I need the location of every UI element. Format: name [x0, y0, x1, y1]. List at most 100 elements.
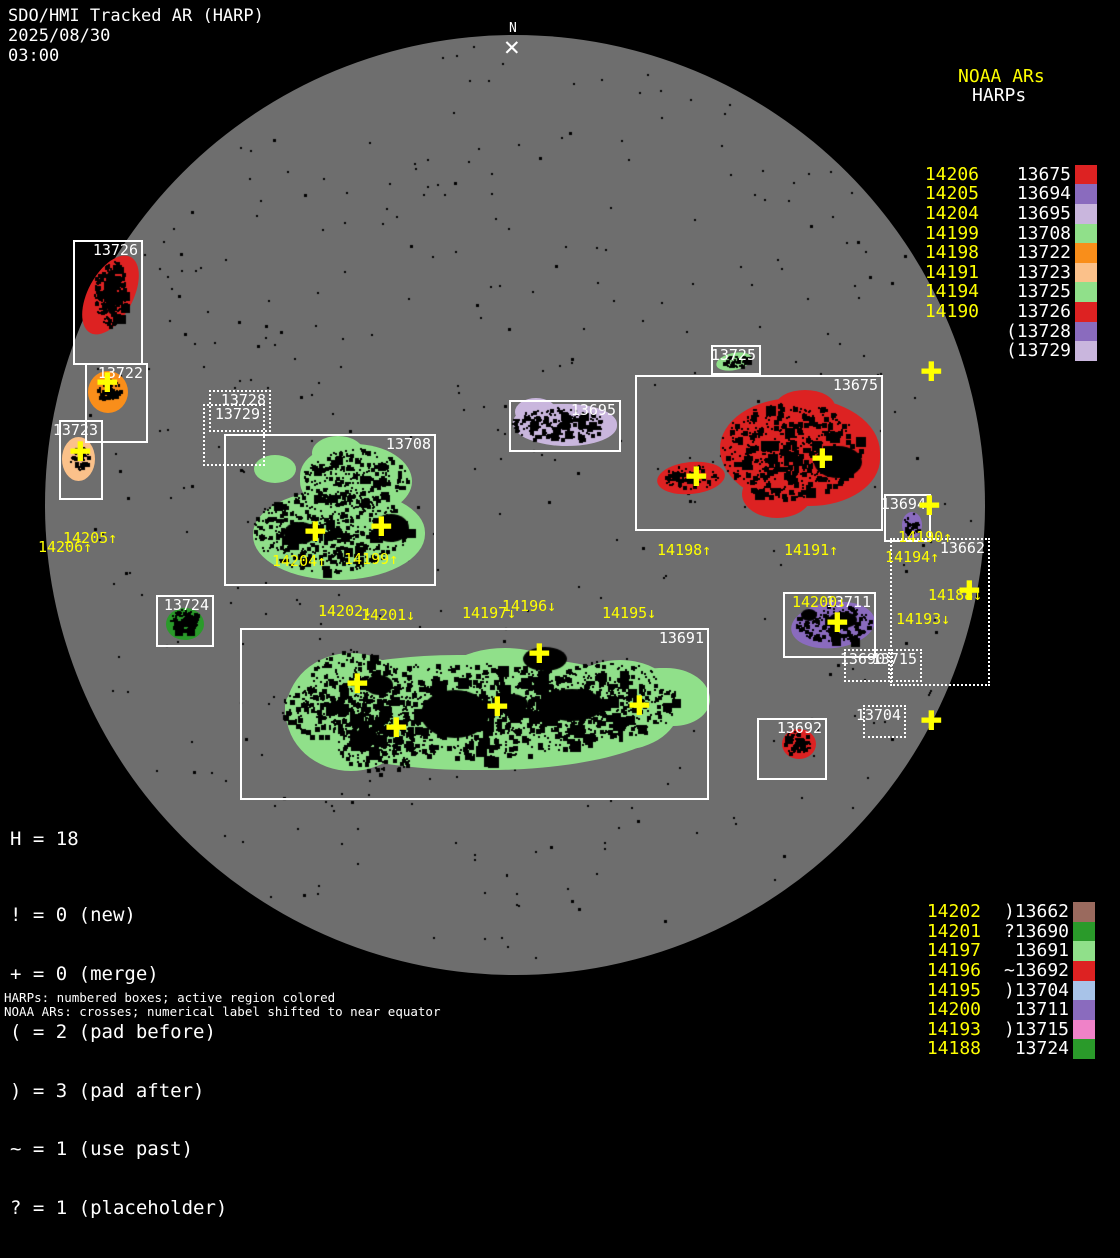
- legend-harp-number: )13715: [1003, 1018, 1069, 1040]
- noaa-cross-marker: ✚: [304, 517, 327, 548]
- noaa-ar-label: 14204↑: [272, 552, 327, 570]
- legend-row: 14190 13726: [893, 302, 1097, 322]
- legend-noaa-number: 14188: [926, 1038, 981, 1060]
- legend-color-swatch: [1073, 980, 1095, 1001]
- harp-box-13715[interactable]: 13715: [872, 649, 922, 682]
- noaa-cross-marker: ✚: [958, 576, 981, 607]
- noaa-ar-label: 14194↑: [885, 548, 940, 566]
- legend-harp-number: ~13692: [1003, 959, 1069, 981]
- legend-color-swatch: [1075, 282, 1097, 302]
- legend-color-swatch: [1075, 262, 1097, 283]
- noaa-cross-marker: ✚: [69, 437, 92, 468]
- solar-harp-visualization: SDO/HMI Tracked AR (HARP) 2025/08/30 03:…: [0, 0, 1120, 1217]
- legend-harp-number: 13724: [1014, 1038, 1069, 1060]
- legend-color-swatch: [1073, 1039, 1095, 1059]
- harp-box-13695[interactable]: 13695: [509, 400, 621, 452]
- noaa-cross-marker: ✚: [685, 462, 708, 493]
- legend-row: 14200 13711: [925, 1000, 1095, 1020]
- legend-row: 14205 13694: [893, 184, 1097, 204]
- harp-label-13722: 13722: [97, 364, 143, 382]
- legend-color-swatch: [1075, 223, 1097, 244]
- harp-label-13723: 13723: [52, 421, 98, 439]
- harp-label-13708: 13708: [385, 435, 431, 453]
- harp-label-13724: 13724: [163, 596, 209, 614]
- harp-label-13662: 13662: [939, 539, 985, 557]
- legend-row: 14201 ?13690: [925, 922, 1095, 942]
- legend-row: 14188 13724: [925, 1039, 1095, 1059]
- legend-top: NOAA ARs HARPs 14206 13675 14205 13694 14204…: [893, 8, 1097, 400]
- footer-harps-note: HARPs: numbered boxes; active region col…: [4, 990, 336, 1005]
- noaa-cross-marker: ✚: [918, 491, 941, 522]
- legend-harp-number: 13711: [1014, 999, 1069, 1021]
- legend-row: 14194 13725: [893, 282, 1097, 302]
- harp-box-13726[interactable]: 13726: [73, 240, 143, 365]
- legend-harp-number: )13704: [1003, 979, 1069, 1001]
- legend-noaa-number: 14199: [924, 222, 979, 244]
- harp-count: H = 18: [10, 828, 79, 850]
- noaa-ar-label: 14205↑: [63, 529, 118, 547]
- legend-harp-number: (13728: [1005, 320, 1071, 342]
- harp-label-13691: 13691: [658, 629, 704, 647]
- legend-color-swatch: [1073, 941, 1095, 961]
- stat-line-use-past: ~ = 1 (use past): [10, 1138, 194, 1160]
- legend-noaa-number: 14193: [926, 1018, 981, 1040]
- harp-box-13708[interactable]: 13708: [224, 434, 436, 586]
- noaa-ar-label: 14196↓: [502, 597, 557, 615]
- harp-box-13694[interactable]: 13694: [881, 494, 931, 542]
- noaa-cross-marker: ✚: [920, 357, 943, 388]
- harp-box-13675[interactable]: 13675: [635, 375, 883, 531]
- legend-top-harp-header: HARPs: [972, 85, 1027, 107]
- harp-box-13711[interactable]: 13711: [783, 592, 876, 658]
- harp-label-13695: 13695: [570, 401, 616, 419]
- harp-box-13724[interactable]: 13724: [156, 595, 214, 647]
- noaa-cross-marker: ✚: [826, 608, 849, 639]
- legend-harp-number: 13675: [1016, 163, 1071, 185]
- harp-box-13662[interactable]: 13662: [890, 538, 990, 686]
- harp-box-13723[interactable]: 13723: [53, 420, 103, 500]
- legend-noaa-number: 14194: [924, 281, 979, 303]
- harp-box-13692[interactable]: 13692: [757, 718, 827, 780]
- legend-color-swatch: [1073, 1019, 1095, 1040]
- harp-box-13704[interactable]: 13704: [856, 705, 906, 738]
- legend-noaa-number: 14191: [924, 261, 979, 283]
- legend-noaa-number: 14206: [924, 163, 979, 185]
- legend-harp-number: 13722: [1016, 242, 1071, 264]
- harp-label-13715: 13715: [871, 650, 917, 668]
- legend-row: 14195 )13704: [925, 979, 1095, 1001]
- legend-row: 14196 ~13692: [925, 961, 1095, 981]
- legend-harp-number: 13725: [1016, 281, 1071, 303]
- legend-noaa-number: 14204: [924, 202, 979, 224]
- harp-label-13704: 13704: [855, 706, 901, 724]
- legend-top-noaa-header: NOAA ARs: [958, 65, 1045, 87]
- noaa-ar-label: 14195↓: [602, 604, 657, 622]
- noaa-ar-label: 14193↓: [896, 610, 951, 628]
- noaa-cross-marker: ✚: [385, 713, 408, 744]
- harp-label-13692: 13692: [776, 719, 822, 737]
- harp-label-13729: 13729: [214, 405, 260, 423]
- legend-row: 14199 13708: [893, 222, 1097, 244]
- legend-color-swatch: [1075, 164, 1097, 185]
- legend-noaa-number: [893, 322, 979, 342]
- harp-box-13690[interactable]: 13690: [840, 649, 890, 682]
- harp-box-13722[interactable]: 13722: [85, 363, 148, 443]
- harp-label-13725: 13725: [710, 346, 756, 364]
- noaa-cross-marker: ✚: [811, 444, 834, 475]
- legend-color-swatch: [1075, 184, 1097, 204]
- legend-color-swatch: [1073, 1000, 1095, 1020]
- harp-label-13726: 13726: [92, 241, 138, 259]
- harp-label-13675: 13675: [832, 376, 878, 394]
- legend-noaa-number: 14195: [926, 979, 981, 1001]
- legend-harp-number: 13695: [1016, 202, 1071, 224]
- harp-box-13691[interactable]: 13691: [240, 628, 709, 800]
- sunspot-umbrae: [0, 0, 1120, 1024]
- legend-harp-number: 13726: [1016, 300, 1071, 322]
- legend-color-swatch: [1075, 203, 1097, 224]
- stat-line-merge: + = 0 (merge): [10, 962, 159, 985]
- legend-noaa-number: 14201: [926, 920, 981, 942]
- legend-row: (13729: [893, 341, 1097, 361]
- legend-color-swatch: [1073, 960, 1095, 981]
- legend-harp-number: 13691: [1014, 940, 1069, 962]
- legend-row: 14193 )13715: [925, 1020, 1095, 1040]
- harp-box-13725[interactable]: 13725: [711, 345, 761, 375]
- noaa-cross-marker: ✚: [920, 706, 943, 737]
